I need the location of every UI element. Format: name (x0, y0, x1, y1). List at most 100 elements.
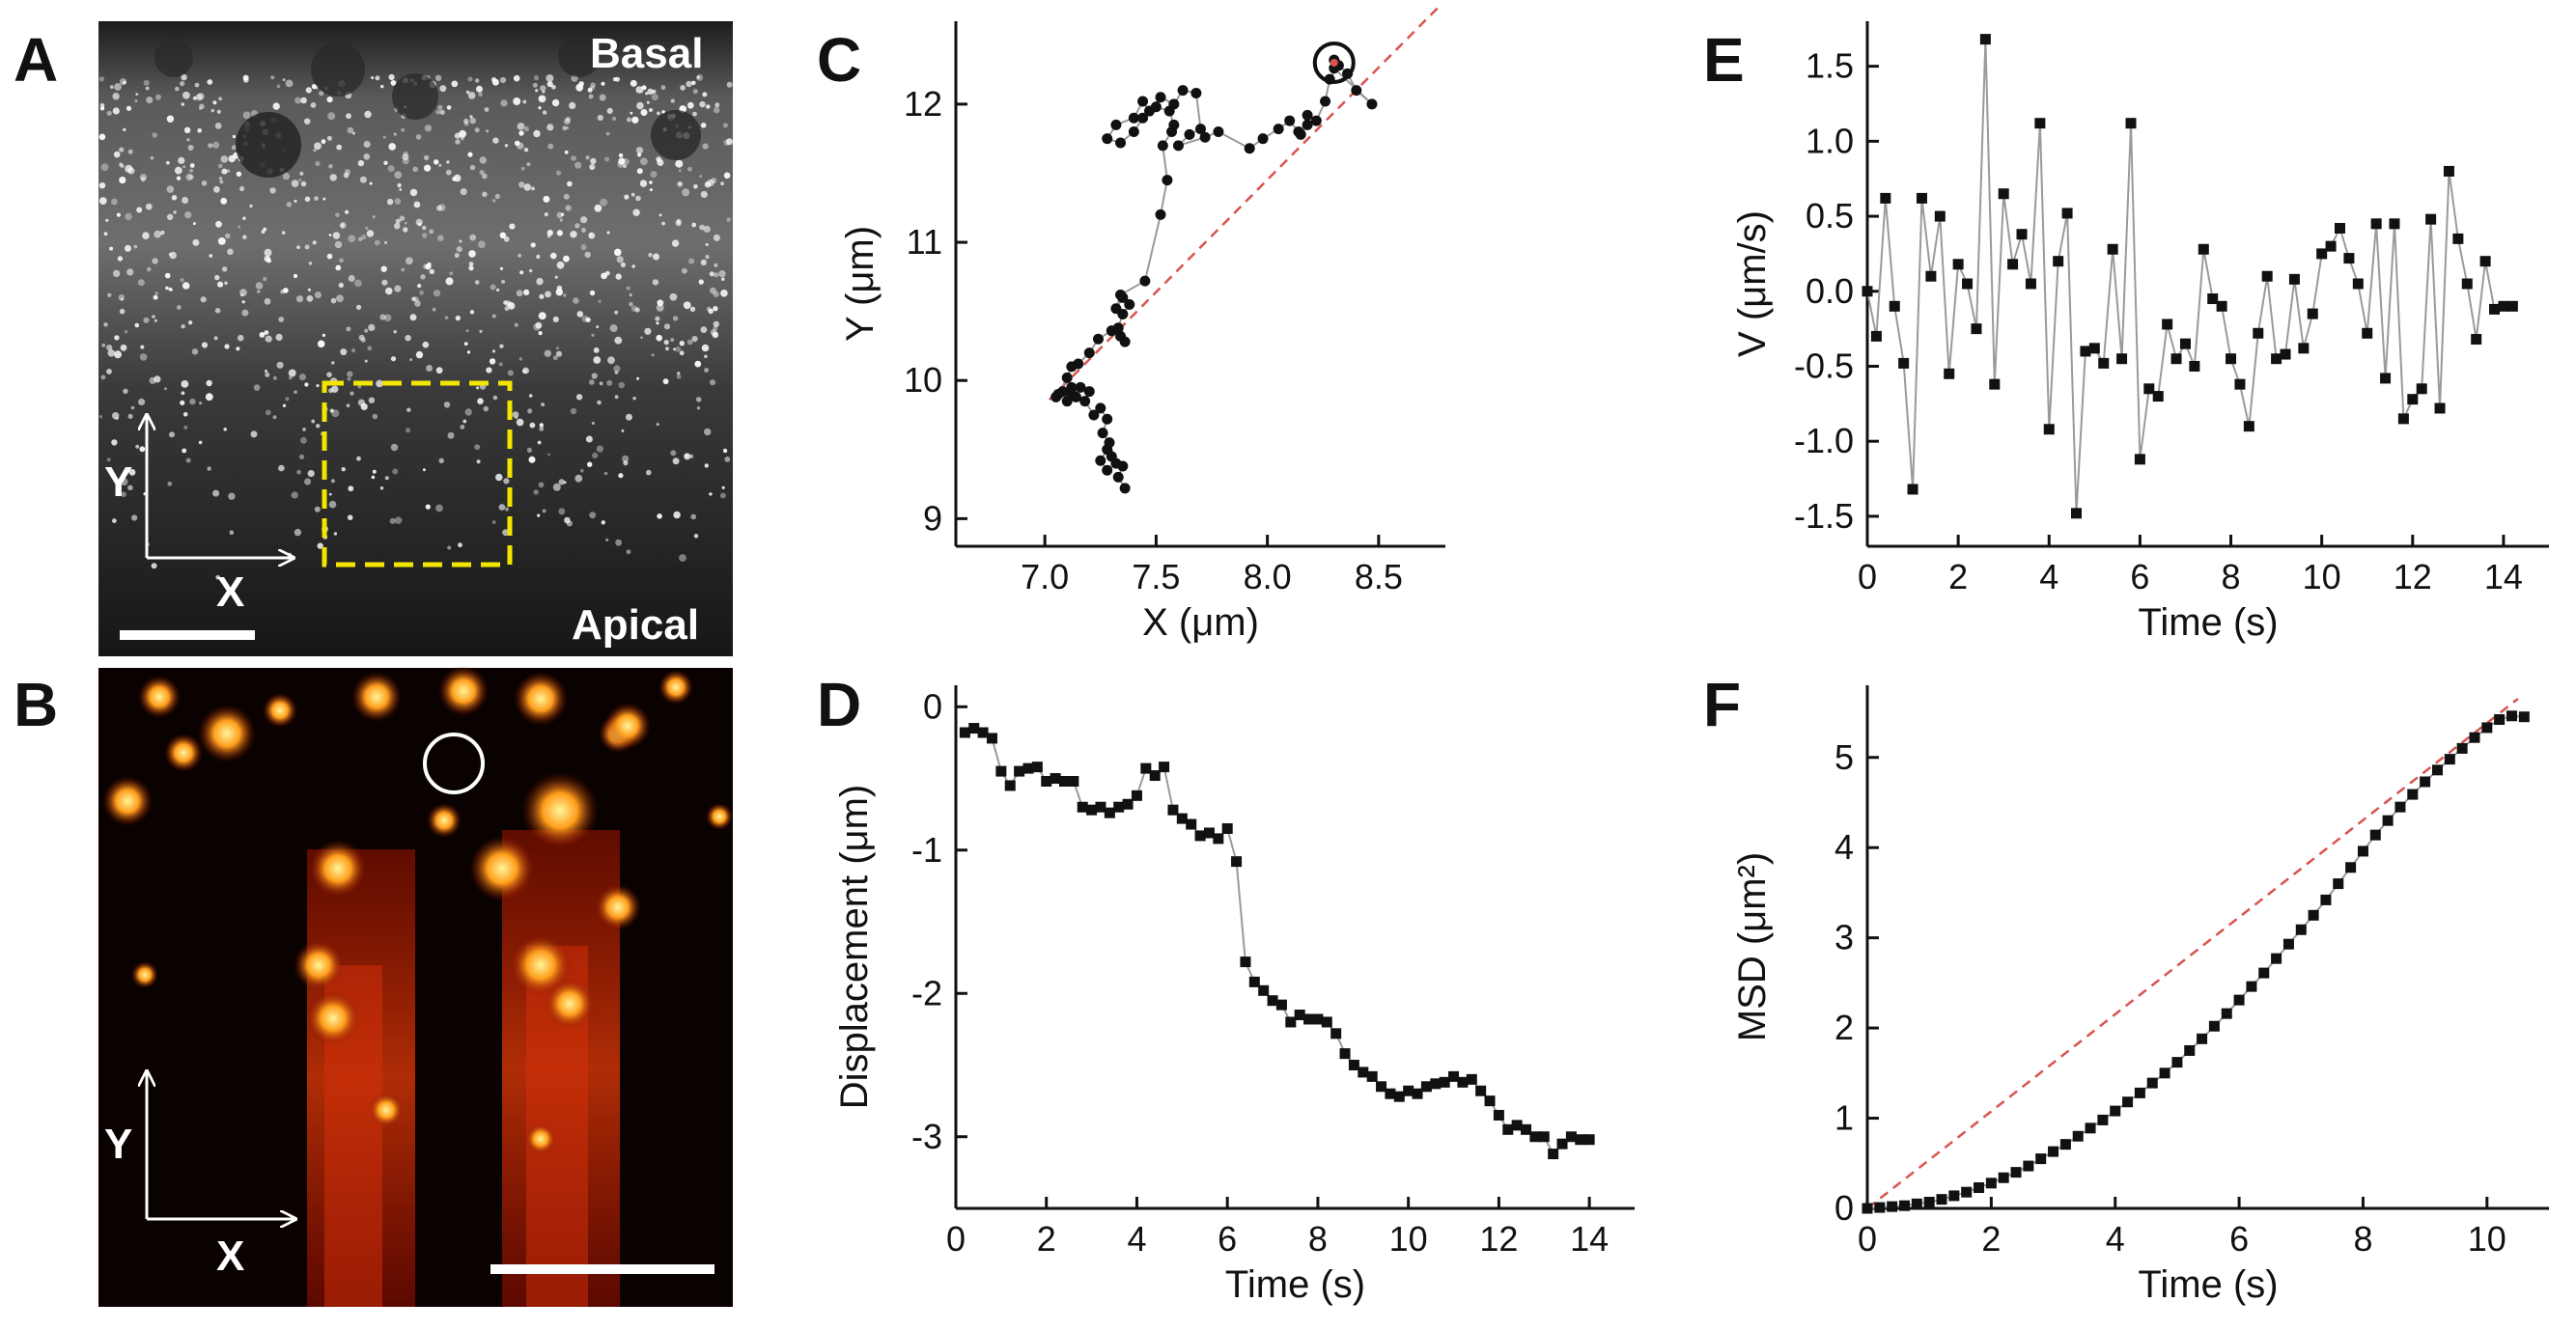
speckle (490, 284, 496, 291)
speckle (543, 195, 550, 203)
data-point (1329, 63, 1340, 74)
speckle (305, 87, 312, 94)
speckle (495, 473, 503, 482)
speckle (704, 354, 708, 359)
speckle (540, 85, 546, 92)
speckle (492, 395, 498, 401)
data-point (1137, 96, 1149, 107)
data-point (1022, 762, 1034, 774)
speckle (544, 212, 548, 217)
speckle (646, 100, 650, 104)
data-point (1184, 128, 1195, 140)
speckle (580, 216, 588, 224)
speckle (648, 253, 653, 258)
speckle (205, 393, 213, 402)
speckle (241, 309, 249, 317)
panel-letter-a: A (14, 25, 58, 95)
speckle (189, 398, 196, 405)
data-point (1203, 827, 1215, 839)
speckle (101, 343, 106, 347)
speckle (580, 228, 586, 233)
speckle (250, 430, 258, 438)
speckle (424, 125, 433, 132)
speckle (134, 322, 140, 328)
speckle (675, 220, 682, 227)
speckle (649, 188, 653, 192)
speckle (570, 407, 577, 415)
data-point (1376, 1081, 1387, 1093)
x-tick-label: 2 (1981, 1219, 2001, 1259)
x-tick-label: 8 (2353, 1219, 2372, 1259)
speckle (389, 517, 396, 525)
data-point (2258, 967, 2270, 979)
speckle (383, 314, 392, 322)
fluorescent-spot (521, 772, 599, 849)
speckle (596, 325, 600, 328)
speckle (460, 425, 465, 429)
speckle (632, 208, 640, 216)
speckle (224, 281, 228, 286)
speckle (626, 413, 632, 421)
x-tick-label: 2 (1037, 1219, 1056, 1259)
speckle (714, 272, 719, 278)
micrograph-a-speckles (98, 73, 733, 580)
speckle (304, 118, 311, 125)
speckle (217, 163, 223, 169)
data-point (995, 765, 1007, 777)
speckle (590, 157, 597, 165)
speckle (242, 111, 251, 120)
data-point (2506, 300, 2518, 312)
y-tick-label: 9 (923, 498, 942, 538)
speckle (467, 152, 473, 157)
speckle (264, 297, 271, 305)
panel-letter-d: D (817, 670, 861, 739)
data-point (2107, 243, 2118, 255)
data-point (1128, 126, 1139, 138)
speckle (331, 385, 339, 393)
speckle (298, 454, 305, 459)
speckle (560, 212, 565, 216)
speckle (514, 322, 518, 327)
speckle (615, 273, 622, 280)
speckle (607, 356, 615, 365)
speckle (364, 359, 368, 363)
data-point (2298, 343, 2310, 354)
y-tick-label: 4 (1834, 827, 1854, 867)
speckle (677, 181, 684, 188)
data-point (1199, 131, 1211, 143)
speckle (348, 275, 355, 282)
data-point (2053, 256, 2064, 267)
data-point (1031, 762, 1043, 773)
speckle (194, 82, 200, 88)
speckle (694, 360, 702, 368)
speckle (609, 324, 618, 333)
speckle (673, 347, 676, 351)
data-point (2420, 776, 2431, 788)
speckle (523, 289, 530, 295)
speckle (328, 234, 332, 236)
data-point (1104, 437, 1115, 449)
data-point (2007, 259, 2019, 270)
speckle (702, 143, 709, 150)
speckle (618, 381, 626, 389)
speckle (176, 176, 182, 180)
speckle (679, 350, 685, 356)
fluorescent-spot (263, 693, 297, 728)
panel-letter-c: C (817, 25, 861, 95)
speckle (195, 94, 203, 101)
speckle (491, 78, 499, 86)
speckle (387, 165, 395, 173)
speckle (294, 199, 297, 204)
speckle (422, 341, 430, 348)
speckle (700, 259, 707, 265)
data-point (2080, 346, 2091, 357)
speckle (136, 207, 143, 213)
speckle (199, 103, 205, 110)
speckle (134, 99, 138, 103)
speckle (706, 306, 712, 312)
y-tick-label: 11 (907, 222, 942, 262)
data-point (1014, 765, 1025, 777)
speckle (376, 379, 383, 388)
speckle (280, 289, 285, 294)
speckle (394, 516, 403, 524)
